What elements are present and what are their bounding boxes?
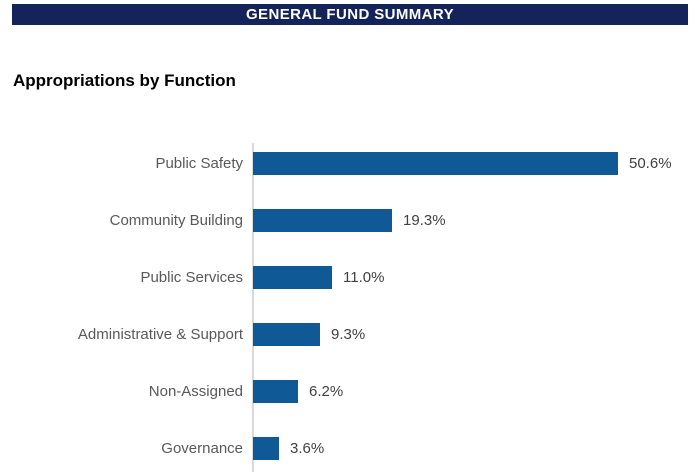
value-label: 11.0% [343,269,385,286]
bar [253,266,332,289]
category-label: Public Safety [155,155,243,172]
bar [253,323,320,346]
category-label: Administrative & Support [77,326,243,343]
bar [253,209,392,232]
y-axis-line [252,143,254,472]
chart-row: Community Building 19.3% [0,209,697,232]
value-label: 9.3% [331,326,366,343]
category-label: Community Building [109,212,243,229]
bar [253,152,618,175]
chart-row: Non-Assigned 6.2% [0,380,697,403]
value-label: 6.2% [309,383,344,400]
page-header-banner: GENERAL FUND SUMMARY [12,4,688,25]
category-label: Public Services [140,269,243,286]
chart-row: Administrative & Support 9.3% [0,323,697,346]
chart-title: Appropriations by Function [13,71,236,90]
value-label: 50.6% [629,155,672,172]
chart-row: Governance 3.6% [0,437,697,460]
chart-row: Public Safety 50.6% [0,152,697,175]
bar [253,437,279,460]
chart-row: Public Services 11.0% [0,266,697,289]
value-label: 19.3% [403,212,446,229]
category-label: Governance [161,440,243,457]
category-label: Non-Assigned [148,383,243,400]
value-label: 3.6% [290,440,325,457]
bar [253,380,298,403]
